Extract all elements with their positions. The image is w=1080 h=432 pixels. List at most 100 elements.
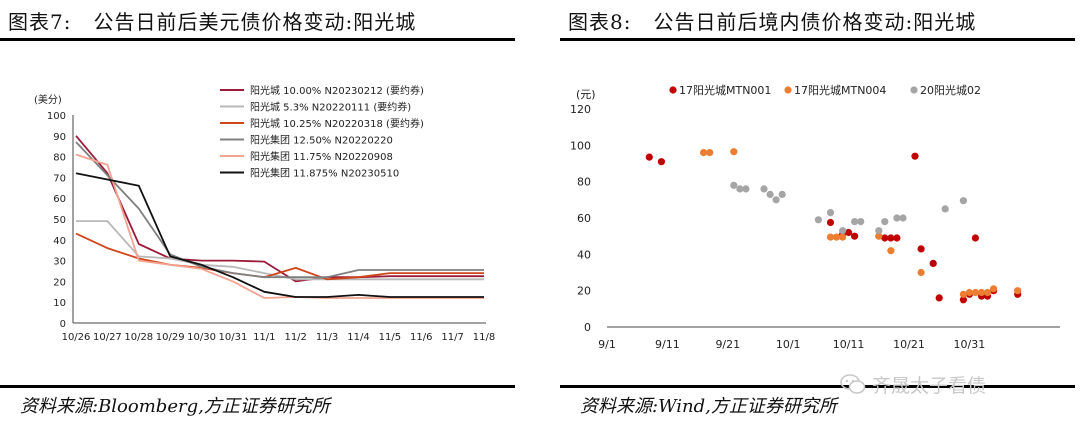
y-tick-label: 10	[53, 298, 66, 309]
scatter-point-series-3	[814, 216, 822, 224]
figure-8-top-rule	[560, 38, 1075, 41]
figure-8-title-text: 公告日前后境内债价格变动:阳光城	[653, 10, 977, 34]
scatter-point-series-1	[911, 152, 919, 160]
x-tick-label: 11/1	[253, 332, 275, 343]
legend-marker-1	[669, 86, 677, 94]
scatter-point-series-2	[832, 233, 841, 241]
wechat-icon	[840, 374, 866, 394]
scatter-point-series-3	[941, 205, 949, 213]
x-tick-label: 10/28	[124, 332, 153, 343]
legend-label-5: 阳光集团 11.75% N20220908	[250, 150, 393, 163]
scatter-point-series-2	[917, 268, 925, 277]
scatter-point-series-3	[772, 196, 780, 204]
scatter-point-series-1	[887, 234, 895, 242]
scatter-point-series-1	[917, 245, 925, 253]
y-tick-label: 80	[577, 176, 591, 189]
figure-8-title: 图表8: 公告日前后境内债价格变动:阳光城	[568, 6, 976, 35]
series-line-5	[75, 153, 484, 299]
scatter-point-series-2	[839, 233, 847, 241]
x-tick-label: 9/21	[715, 338, 740, 351]
figure-8-source: 资料来源:Wind,方正证券研究所	[580, 396, 837, 417]
y-tick-label: 40	[577, 248, 591, 261]
scatter-point-series-3	[760, 185, 768, 193]
series-line-6	[75, 172, 484, 298]
series-line-1	[75, 135, 484, 283]
legend-label-6: 阳光集团 11.875% N20230510	[250, 167, 399, 180]
scatter-point-series-3	[766, 190, 774, 198]
x-tick-label: 9/1	[598, 338, 616, 351]
legend-label-1: 阳光城 10.00% N20230212 (要约券)	[250, 84, 424, 97]
y-tick-label: 90	[53, 132, 66, 143]
x-tick-label: 11/5	[379, 332, 401, 343]
scatter-point-series-2	[965, 288, 973, 297]
watermark-text: 齐晟太子看债	[872, 374, 987, 397]
legend-marker-3	[910, 86, 918, 94]
scatter-point-series-2	[706, 149, 714, 157]
legend-label-3: 阳光城 10.25% N20220318 (要约券)	[250, 117, 424, 130]
figure-8-number: 图表8:	[568, 10, 632, 34]
series-line-3	[75, 232, 484, 281]
y-tick-label: 60	[53, 194, 66, 205]
figure-7-bottom-rule	[0, 385, 515, 388]
x-tick-label: 10/29	[156, 332, 185, 343]
x-tick-label: 11/2	[284, 332, 306, 343]
legend-label-2: 阳光城 5.3% N20220111 (要约券)	[250, 101, 411, 114]
scatter-point-series-2	[977, 288, 986, 297]
x-tick-label: 10/31	[219, 332, 248, 343]
legend-marker-2	[784, 86, 792, 94]
scatter-point-series-3	[851, 218, 859, 226]
scatter-point-series-3	[881, 218, 889, 226]
scatter-point-series-2	[971, 288, 979, 297]
x-tick-label: 11/8	[473, 332, 495, 343]
scatter-point-series-1	[851, 232, 859, 240]
legend-label-4: 阳光集团 12.50% N20220220	[250, 134, 393, 147]
scatter-point-series-3	[730, 181, 738, 189]
x-tick-label: 10/31	[954, 338, 986, 351]
scatter-point-series-1	[645, 153, 653, 161]
onshore-bond-price-scatter-chart: 0 20 40 60 80 100 120 (元) 9/1 9/11 9/21 10/1 10/11 10…	[570, 83, 1060, 351]
x-tick-label: 9/11	[655, 338, 680, 351]
scatter-point-series-3	[959, 197, 967, 205]
scatter-point-series-2	[1014, 287, 1022, 295]
scatter-point-series-1	[929, 259, 937, 267]
y-tick-label: 0	[584, 321, 591, 334]
x-tick-label: 10/27	[93, 332, 122, 343]
scatter-point-series-3	[839, 227, 847, 235]
y-tick-label: 0	[60, 319, 66, 330]
figure-7-top-rule	[0, 38, 515, 41]
x-tick-label: 11/6	[410, 332, 432, 343]
scatter-point-series-3	[826, 209, 835, 217]
legend-label-1: 17阳光城MTN001	[679, 83, 771, 97]
figure-7-source: 资料来源:Bloomberg,方正证券研究所	[20, 396, 330, 417]
scatter-point-series-3	[742, 185, 750, 193]
scatter-point-series-3	[893, 214, 901, 222]
y-tick-label: 120	[570, 103, 591, 116]
x-tick-label: 10/21	[893, 338, 925, 351]
scatter-point-series-1	[657, 158, 665, 166]
scatter-point-series-3	[736, 185, 744, 193]
legend-label-2: 17阳光城MTN004	[794, 83, 886, 97]
y-tick-label: 60	[577, 212, 591, 225]
scatter-point-series-1	[826, 218, 835, 227]
y-tick-label: 50	[53, 215, 66, 226]
scatter-point-series-1	[935, 294, 943, 302]
scatter-point-series-1	[845, 228, 853, 237]
scatter-point-series-2	[700, 149, 708, 157]
scatter-point-series-2	[875, 232, 883, 240]
x-tick-label: 11/4	[347, 332, 369, 343]
legend-label-3: 20阳光城02	[920, 83, 981, 97]
x-tick-label: 10/30	[187, 332, 216, 343]
y-tick-label: 70	[53, 173, 66, 184]
y-tick-label: 20	[577, 285, 591, 298]
scatter-point-series-2	[887, 247, 895, 255]
y-tick-label: 20	[53, 277, 66, 288]
x-tick-label: 10/1	[776, 338, 801, 351]
figure-7-number: 图表7:	[8, 10, 72, 34]
scatter-point-series-3	[899, 214, 907, 222]
scatter-point-series-2	[983, 288, 992, 297]
scatter-point-series-2	[826, 233, 835, 241]
y-tick-label: 80	[53, 153, 66, 164]
x-tick-label: 10/26	[62, 332, 91, 343]
scatter-point-series-3	[778, 190, 786, 198]
